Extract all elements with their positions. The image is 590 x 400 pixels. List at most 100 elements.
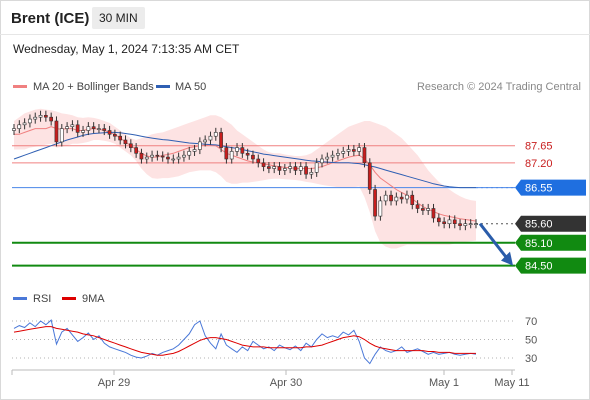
candle-body	[282, 168, 287, 171]
candle-body	[378, 200, 383, 217]
candle-body	[266, 166, 271, 169]
candle-body	[192, 149, 197, 152]
x-tick-label: May 1	[429, 377, 459, 389]
rsi-tick-30: 30	[525, 353, 537, 365]
candle-body	[235, 147, 239, 152]
x-tick-label: Apr 30	[270, 377, 302, 389]
candle-body	[458, 223, 462, 226]
candle-body	[351, 149, 356, 152]
bollinger-legend-label: MA 20 + Bollinger Bands	[33, 81, 154, 93]
level-label-85.10: 85.10	[525, 238, 553, 250]
candle-body	[171, 158, 176, 161]
x-tick-label: May 11	[494, 377, 529, 389]
candle-body	[134, 147, 139, 154]
candle-body	[102, 128, 107, 131]
ma50-legend-label: MA 50	[175, 81, 206, 93]
candle-body	[362, 147, 367, 164]
candle-body	[261, 162, 266, 167]
research-credit: Research © 2024 Trading Central	[417, 81, 581, 93]
candle-body	[123, 139, 128, 145]
candle-body	[293, 166, 298, 171]
candle-body	[43, 115, 48, 118]
candle-body	[86, 126, 91, 131]
candle-body	[320, 158, 324, 164]
candle-body	[389, 194, 393, 202]
candle-body	[452, 219, 457, 224]
candle-body	[155, 154, 160, 157]
candle-body	[208, 135, 213, 141]
candle-body	[474, 223, 478, 225]
candle-body	[426, 208, 431, 211]
rsi-ma-legend-label: 9MA	[82, 293, 105, 305]
rsi-tick-70: 70	[525, 316, 537, 328]
level-label-84.50: 84.50	[525, 261, 553, 273]
candle-body	[139, 153, 144, 160]
x-tick-label: Apr 29	[98, 377, 130, 389]
candle-body	[468, 223, 473, 225]
level-tag-85.10	[515, 234, 586, 251]
candle-body	[251, 154, 255, 160]
candle-body	[272, 166, 277, 169]
candle-body	[187, 151, 192, 156]
candle-body	[420, 208, 425, 211]
candle-body	[298, 166, 303, 171]
x-axis: Apr 29 Apr 30 May 1 May 11	[11, 369, 530, 389]
candle-body	[373, 189, 377, 217]
rsi-tick-50: 50	[525, 335, 537, 347]
candle-body	[219, 132, 223, 148]
level-label-85.60: 85.60	[525, 219, 553, 231]
candle-body	[28, 118, 32, 124]
ma20-line	[14, 126, 477, 222]
level-tag-84.50	[515, 257, 586, 274]
candle-body	[463, 223, 468, 226]
candle-body	[240, 147, 245, 154]
timeframe-badge[interactable]: 30 MIN	[92, 7, 145, 29]
candle-body	[229, 151, 234, 160]
level-tag-86.55	[515, 179, 586, 196]
candle-body	[75, 124, 80, 133]
candle-body	[346, 149, 351, 152]
rsi-legend-swatch	[13, 297, 27, 300]
candle-body	[65, 126, 69, 129]
candle-body	[325, 156, 330, 160]
rsi-ma-line	[13, 326, 476, 356]
candle-body	[166, 156, 170, 160]
candle-body	[129, 143, 133, 148]
candle-body	[415, 204, 420, 209]
candle-body	[357, 147, 362, 152]
price-layer: 87.65 87.20 86.55 85.60 85.10 84.50	[12, 108, 586, 274]
chart-datetime: Wednesday, May 1, 2024 7:13:35 AM CET	[13, 42, 240, 56]
level-tag-85.60	[515, 215, 586, 232]
candle-body	[70, 124, 75, 128]
candle-body	[213, 132, 218, 137]
candle-body	[144, 156, 149, 160]
candle-body	[304, 166, 308, 175]
candle-body	[309, 172, 314, 175]
candle-body	[150, 154, 154, 158]
rsi-ma-legend-swatch	[62, 297, 76, 300]
candle-body	[54, 120, 59, 143]
ma50-line	[13, 131, 476, 189]
candle-body	[405, 194, 409, 200]
candle-body	[97, 128, 101, 130]
candle-body	[160, 155, 165, 158]
candle-body	[113, 134, 117, 137]
candle-body	[182, 154, 186, 158]
rsi-layer: 70 50 30	[12, 316, 537, 365]
candle-body	[107, 130, 112, 135]
candle-body	[33, 116, 38, 120]
rsi-legend-label: RSI	[33, 293, 51, 305]
candle-body	[176, 156, 181, 160]
candle-body	[49, 116, 53, 122]
candle-body	[394, 196, 399, 202]
level-label-87.65: 87.65	[525, 141, 553, 153]
candle-body	[410, 194, 415, 205]
candle-body	[91, 126, 96, 129]
candle-body	[288, 166, 293, 169]
candle-body	[245, 153, 250, 156]
candle-body	[22, 122, 27, 126]
bollinger-legend-swatch	[13, 85, 27, 88]
candle-body	[330, 154, 335, 158]
candle-body	[198, 141, 202, 150]
